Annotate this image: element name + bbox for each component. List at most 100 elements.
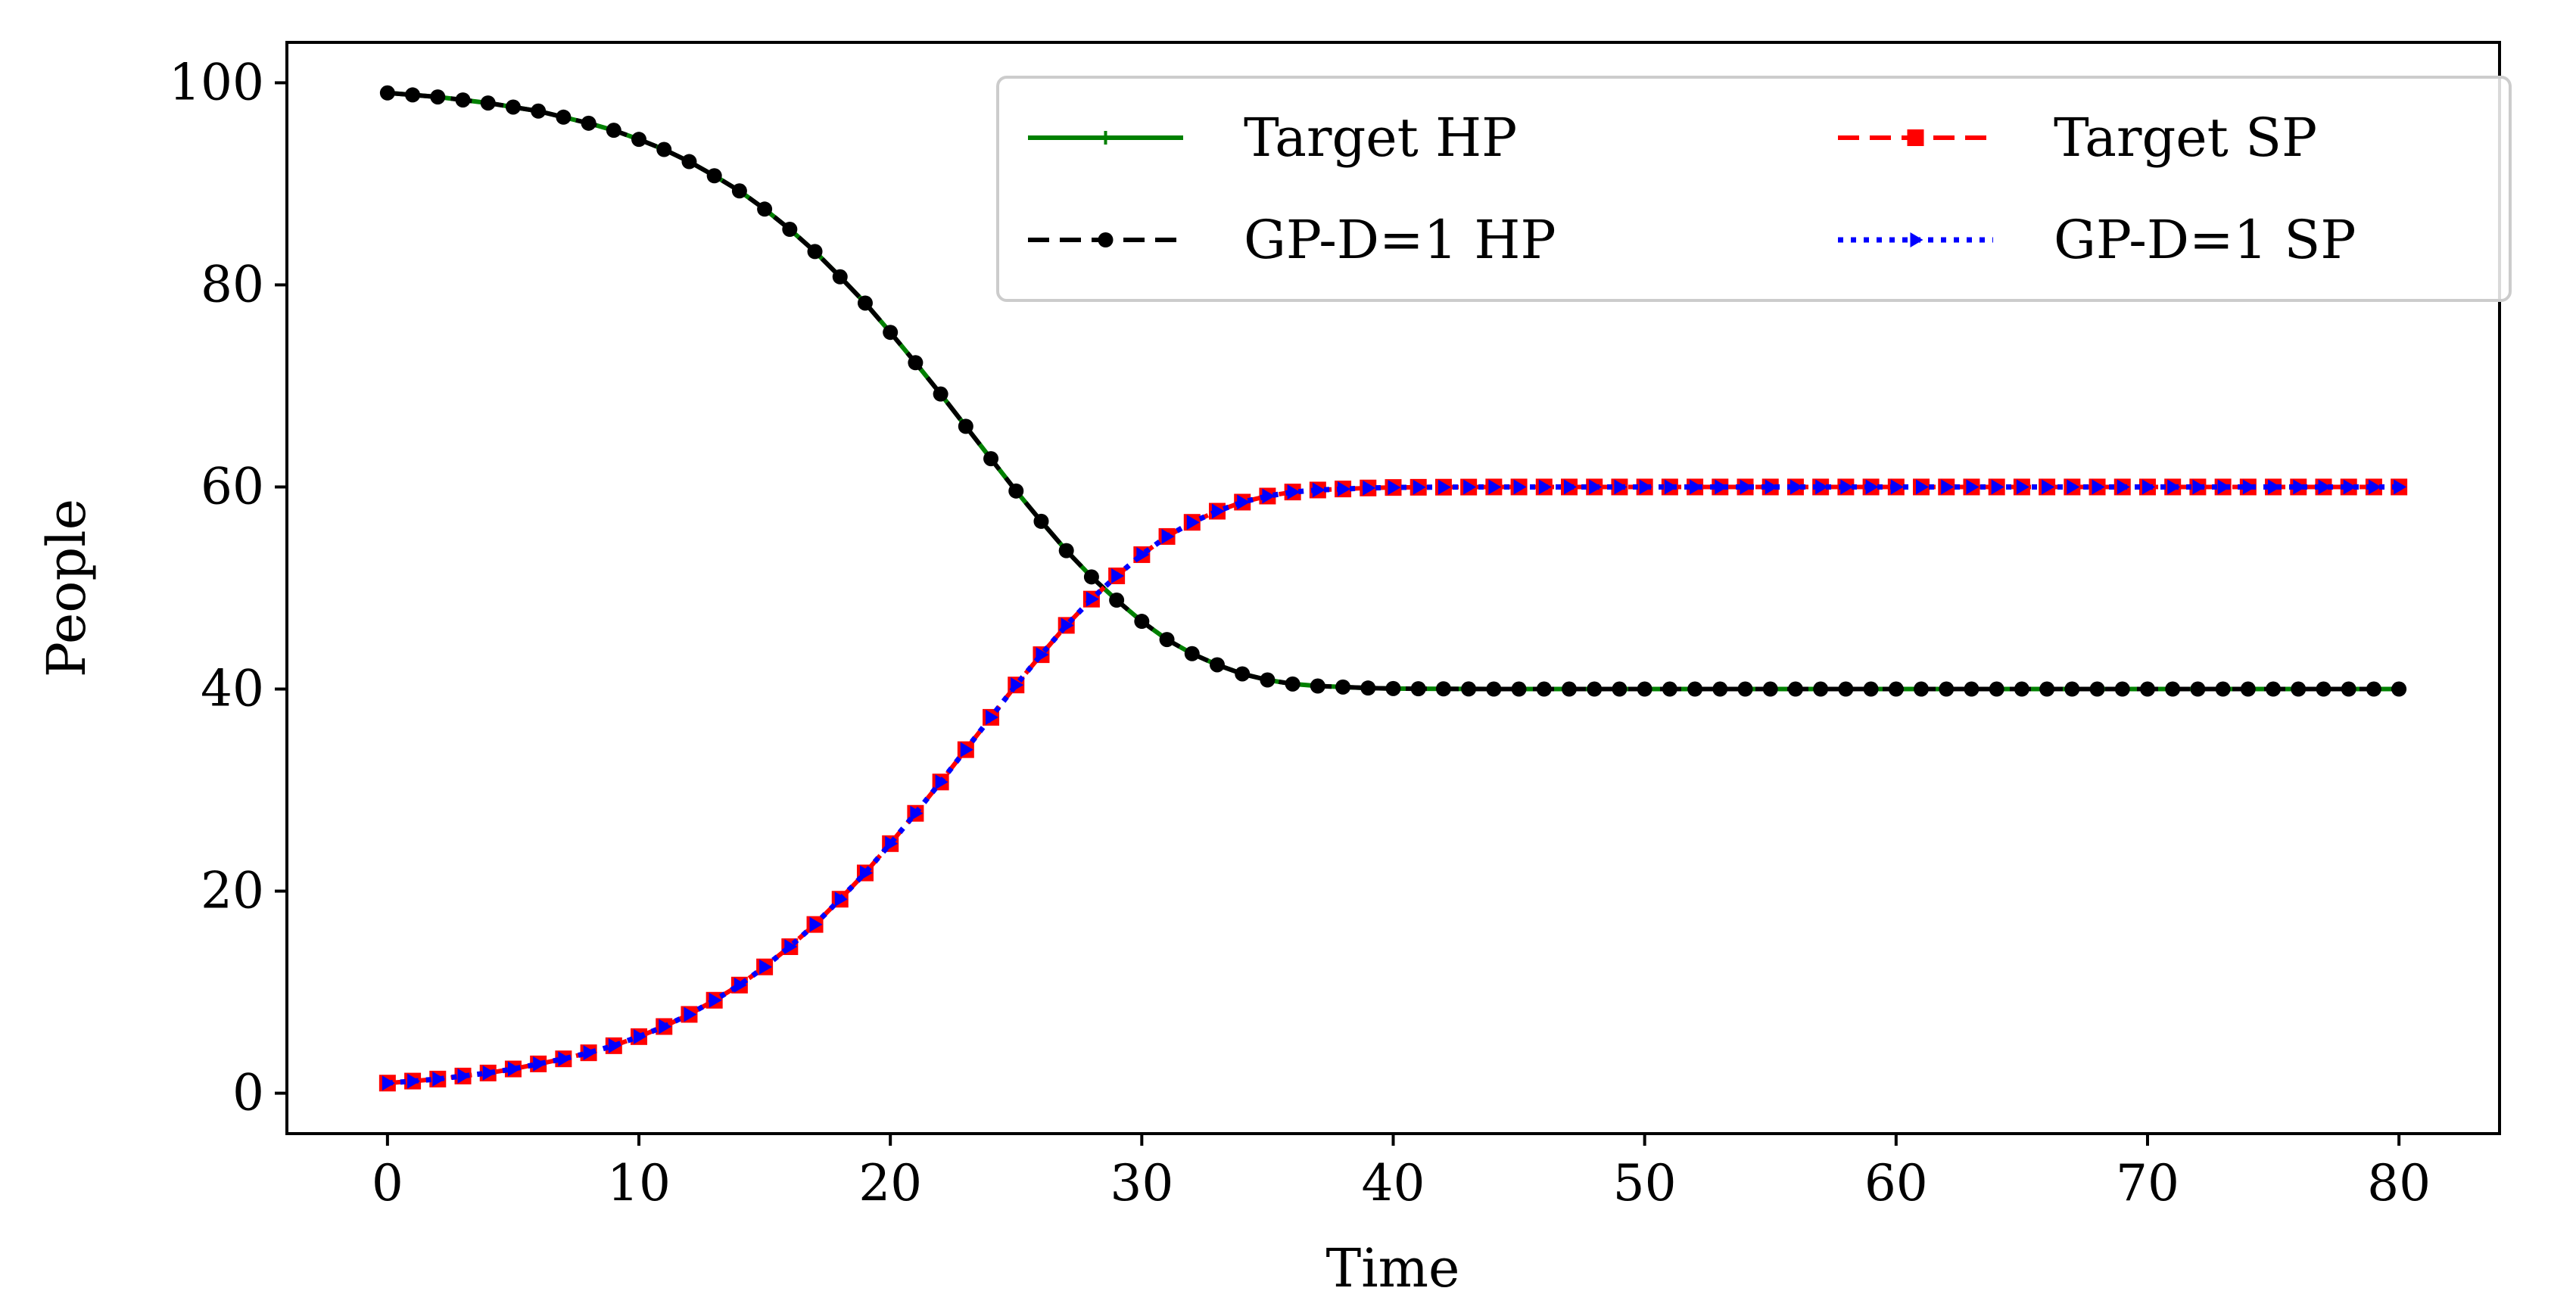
data-point xyxy=(1061,618,1074,633)
series-gp-d-1-hp xyxy=(379,85,2407,697)
data-point xyxy=(608,1038,621,1053)
x-tick-label: 30 xyxy=(1110,1154,1173,1212)
x-tick-label: 0 xyxy=(372,1154,403,1212)
x-tick-label: 70 xyxy=(2116,1154,2179,1212)
data-point xyxy=(1109,593,1125,608)
data-point xyxy=(1740,479,1753,495)
data-point xyxy=(1011,677,1024,693)
data-point xyxy=(1463,479,1477,495)
data-point xyxy=(2039,681,2055,697)
data-point xyxy=(1916,479,1930,495)
data-point xyxy=(1513,479,1527,495)
data-point xyxy=(1260,672,1276,688)
data-point xyxy=(1287,484,1300,500)
data-point xyxy=(1863,681,1879,697)
data-point xyxy=(2391,681,2407,697)
y-tick-label: 100 xyxy=(169,53,264,111)
y-axis: 0 20 40 60 80 100 xyxy=(169,53,287,1122)
x-tick-label: 60 xyxy=(1864,1154,1928,1212)
data-point xyxy=(1941,479,1955,495)
data-point xyxy=(2064,681,2080,697)
data-point xyxy=(2293,479,2307,495)
data-point xyxy=(407,1073,421,1089)
data-point xyxy=(857,295,873,311)
data-point xyxy=(1888,681,1904,697)
y-tick-label: 20 xyxy=(201,862,264,920)
data-point xyxy=(583,1045,596,1061)
data-point xyxy=(1111,568,1125,583)
data-point xyxy=(1737,681,1753,697)
data-point xyxy=(1966,479,1980,495)
data-point xyxy=(1890,479,1904,495)
data-point xyxy=(2092,479,2105,495)
data-point xyxy=(1335,679,1351,695)
data-point xyxy=(1815,479,1829,495)
data-point xyxy=(832,269,848,285)
data-point xyxy=(2042,479,2055,495)
x-axis-title: Time xyxy=(1326,1237,1460,1299)
data-point xyxy=(1787,681,1803,697)
data-point xyxy=(1939,681,1955,697)
series-layer xyxy=(378,85,2408,1092)
data-point xyxy=(1033,513,1049,529)
data-point xyxy=(2215,681,2231,697)
data-point xyxy=(2366,681,2381,697)
data-point xyxy=(1587,681,1603,697)
data-point xyxy=(759,959,773,975)
data-point xyxy=(1036,647,1049,663)
data-point xyxy=(1488,479,1502,495)
legend-label: GP-D=1 SP xyxy=(2054,209,2356,271)
data-point xyxy=(581,115,596,131)
data-point xyxy=(2117,479,2130,495)
data-point xyxy=(1388,480,1401,496)
data-point xyxy=(1435,681,1451,697)
legend: Target HP GP-D=1 HP Target SP GP-D=1 SP xyxy=(996,76,2512,302)
data-point xyxy=(1209,657,1225,673)
data-point xyxy=(910,805,924,821)
data-point xyxy=(2141,479,2155,495)
legend-marker xyxy=(1098,232,1114,247)
data-point xyxy=(809,916,823,932)
data-point xyxy=(1237,494,1251,510)
data-point xyxy=(1614,479,1628,495)
data-point xyxy=(983,451,999,467)
data-point xyxy=(2192,479,2206,495)
data-point xyxy=(405,87,421,103)
data-point xyxy=(634,1028,647,1044)
y-tick-label: 0 xyxy=(232,1064,264,1122)
data-point xyxy=(1538,479,1552,495)
series-gp-d-1-sp xyxy=(382,479,2407,1091)
data-point xyxy=(2394,479,2407,495)
data-point xyxy=(1687,681,1703,697)
data-point xyxy=(859,865,873,881)
x-tick-label: 40 xyxy=(1362,1154,1425,1212)
data-point xyxy=(1690,479,1703,495)
data-point xyxy=(1008,483,1024,499)
data-point xyxy=(1363,480,1376,496)
data-point xyxy=(1410,681,1426,697)
data-point xyxy=(1765,479,1778,495)
data-point xyxy=(709,992,722,1008)
data-point xyxy=(1310,678,1325,694)
x-tick-label: 50 xyxy=(1613,1154,1677,1212)
data-point xyxy=(1186,515,1200,530)
data-point xyxy=(960,742,973,758)
data-point xyxy=(1086,591,1099,607)
data-point xyxy=(2240,681,2256,697)
data-point xyxy=(1235,666,1251,682)
data-point xyxy=(883,325,899,341)
data-point xyxy=(455,92,471,108)
data-point xyxy=(531,103,547,119)
data-point xyxy=(885,835,899,851)
data-point xyxy=(606,123,621,138)
data-point xyxy=(507,1061,521,1077)
data-point xyxy=(432,1071,446,1087)
data-point xyxy=(2167,479,2181,495)
data-point xyxy=(908,355,924,371)
data-point xyxy=(1161,528,1175,544)
data-point xyxy=(1136,546,1150,562)
data-point xyxy=(958,418,973,434)
data-point xyxy=(1536,681,1552,697)
data-point xyxy=(1486,681,1502,697)
data-point xyxy=(784,938,798,954)
